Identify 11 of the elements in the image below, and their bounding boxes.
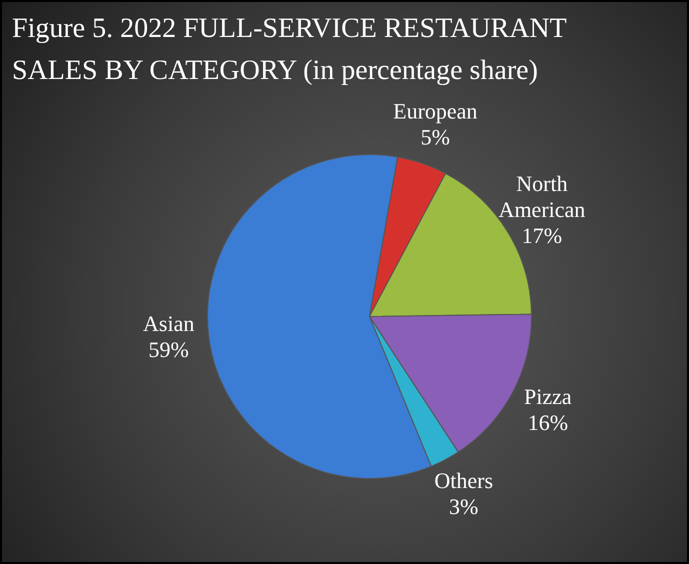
slice-label: Pizza [524,384,572,410]
slice-label: European [393,98,478,124]
data-label: 3% [449,494,478,519]
data-label: 59% [148,337,189,362]
slice-label: North American [498,171,586,222]
slice-label: Asian [143,311,194,336]
slice-label: Others [434,468,494,493]
chart-title: Figure 5. 2022 FULL-SERVICE RESTAURANT SALES BY CATEGORY (in percentage share) [12,12,568,88]
data-label: 17% [522,223,562,248]
data-label: 16% [528,410,568,436]
data-label: 5% [420,124,450,150]
